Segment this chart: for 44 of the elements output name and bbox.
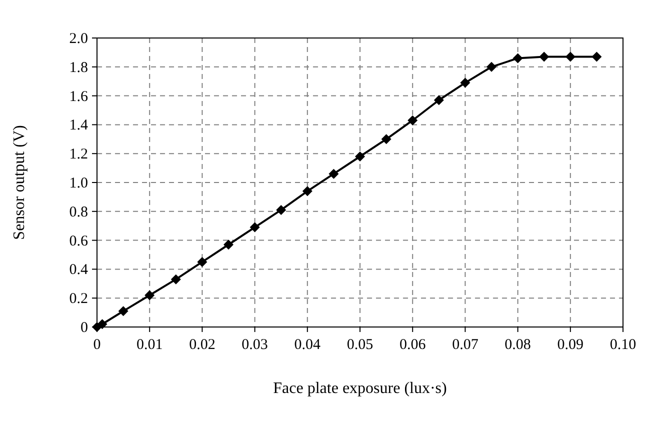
- y-tick-label: 1.4: [69, 118, 88, 134]
- point: [97, 319, 108, 330]
- x-axis-title: Face plate exposure (lux·s): [273, 380, 447, 397]
- y-tick-label: 1.0: [69, 176, 88, 192]
- y-axis-title: Sensor output (V): [11, 125, 28, 240]
- point: [170, 274, 181, 284]
- y-tick-label: 2.0: [69, 31, 88, 47]
- x-tick-label: 0: [93, 337, 101, 353]
- point: [592, 52, 602, 62]
- y-tick-label: 0.4: [69, 262, 88, 278]
- y-tick-label: 0.8: [69, 204, 88, 220]
- point: [486, 62, 496, 72]
- x-tick-label: 0.06: [399, 337, 426, 353]
- point: [144, 290, 155, 300]
- point: [224, 240, 234, 250]
- x-tick-label: 0.08: [504, 337, 531, 353]
- point: [118, 306, 128, 316]
- point: [434, 95, 444, 106]
- x-tick-label: 0.04: [294, 337, 322, 353]
- x-tick-label: 0.01: [136, 337, 163, 353]
- x-tick-label: 0.03: [242, 337, 268, 353]
- y-tick-label: 1.2: [69, 146, 88, 163]
- x-tick-label: 0.07: [452, 337, 479, 353]
- x-tick-label: 0.10: [610, 337, 636, 353]
- point: [460, 78, 470, 88]
- y-tick-label: 0.2: [69, 291, 88, 308]
- point: [250, 222, 260, 232]
- point: [276, 204, 286, 215]
- y-tick-label: 1.6: [69, 88, 88, 105]
- x-tick-label: 0.02: [189, 337, 216, 353]
- point: [328, 168, 339, 179]
- point: [355, 151, 365, 162]
- point: [197, 256, 208, 267]
- point: [565, 52, 576, 62]
- point: [539, 52, 550, 62]
- y-tick-label: 0.6: [69, 233, 88, 250]
- x-tick-label: 0.09: [557, 337, 584, 353]
- point: [512, 53, 523, 64]
- x-tick-label: 0.05: [346, 337, 374, 353]
- y-tick-label: 1.8: [69, 60, 88, 76]
- point: [381, 134, 392, 144]
- point: [408, 115, 418, 126]
- point: [302, 186, 312, 196]
- y-tick-label: 0: [80, 320, 88, 336]
